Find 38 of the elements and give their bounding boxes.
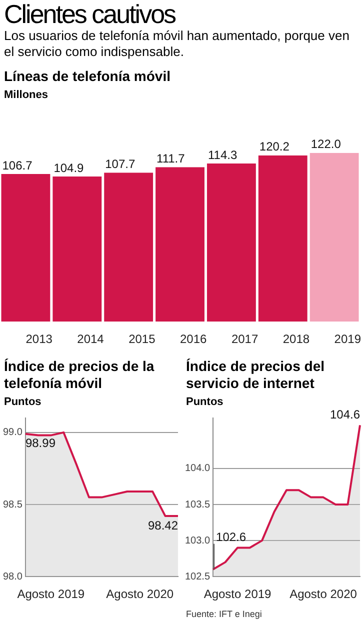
text: Clientes cautivos [3, 0, 176, 29]
x-tick-label: 2019 [334, 332, 362, 346]
data-label: 114.3 [208, 148, 238, 162]
x-tick-label: 2017 [231, 332, 258, 346]
y-tick-label: 103.5 [184, 499, 210, 510]
x-tick-label: 2014 [77, 332, 104, 346]
data-label: 98.99 [25, 436, 56, 450]
data-label: 107.7 [105, 156, 136, 171]
y-tick-label: 102.5 [184, 571, 210, 582]
source-note: Fuente: IFT e Inegi [185, 608, 263, 620]
y-tick-label: 98.5 [2, 499, 23, 510]
data-label: 104.6 [330, 408, 360, 422]
x-tick-label: Agosto 2019 [17, 587, 85, 602]
text: Los usuarios de telefonía móvil han aumentado, porque ven el servicio como indispensable. [3, 28, 350, 60]
chart-subtitle: Puntos [185, 395, 224, 409]
data-label: 120.2 [259, 140, 290, 154]
data-label: 104.9 [54, 160, 84, 175]
x-tick-label: 2013 [26, 332, 53, 346]
data-label: 98.42 [148, 518, 178, 532]
data-label: 102.6 [216, 530, 246, 544]
data-label: 122.0 [310, 137, 342, 152]
x-tick-label: Agosto 2020 [106, 587, 174, 602]
y-tick-label: 99.0 [2, 427, 23, 438]
y-tick-label: 98.0 [2, 571, 23, 582]
data-label: 106.7 [2, 158, 33, 172]
x-tick-label: 2016 [180, 332, 208, 346]
chart-title: Índice de precios del servicio de internet [185, 358, 326, 392]
chart-title: Líneas de telefonía móvil [3, 68, 172, 85]
x-tick-label: Agosto 2019 [204, 587, 272, 602]
chart-subtitle: Millones [3, 88, 50, 102]
y-tick-label: 104.0 [184, 463, 210, 474]
y-tick-label: 103.0 [184, 535, 210, 546]
x-tick-label: 2015 [128, 332, 156, 346]
data-label: 111.7 [156, 151, 186, 166]
x-tick-label: 2018 [282, 332, 310, 346]
chart-subtitle: Puntos [3, 395, 42, 409]
x-tick-label: Agosto 2020 [290, 587, 358, 602]
chart-title: Índice de precios de la telefonía móvil [3, 358, 156, 392]
